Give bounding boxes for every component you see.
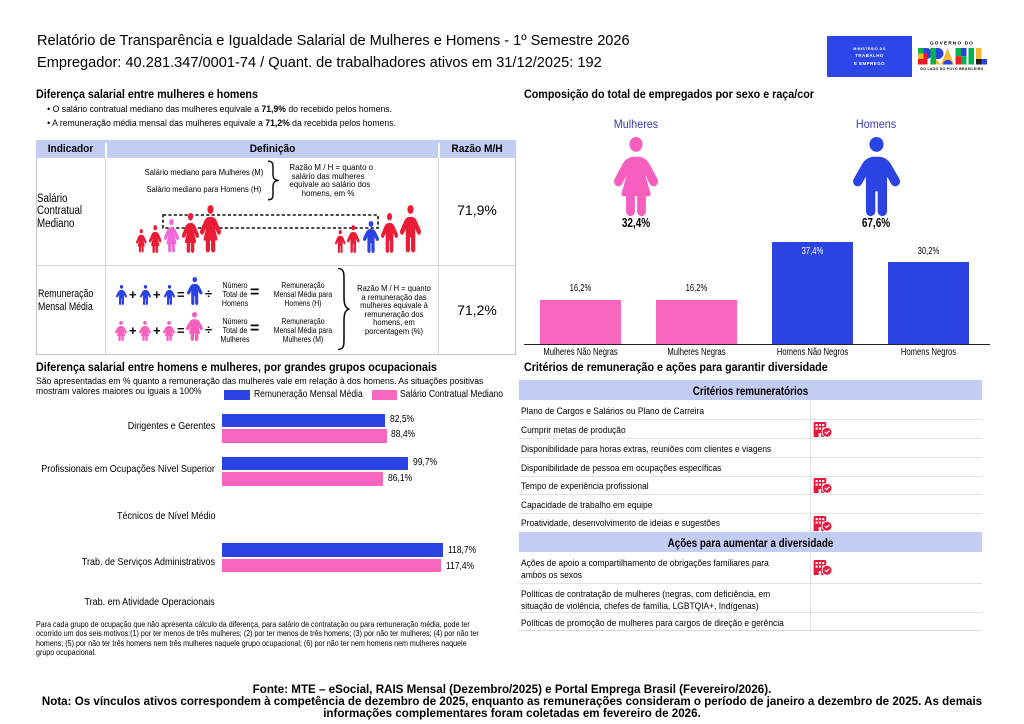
svg-text:GOVERNO DO: GOVERNO DO xyxy=(930,41,974,47)
svg-text:DO LADO DO POVO BRASILEIRO: DO LADO DO POVO BRASILEIRO xyxy=(920,67,983,71)
